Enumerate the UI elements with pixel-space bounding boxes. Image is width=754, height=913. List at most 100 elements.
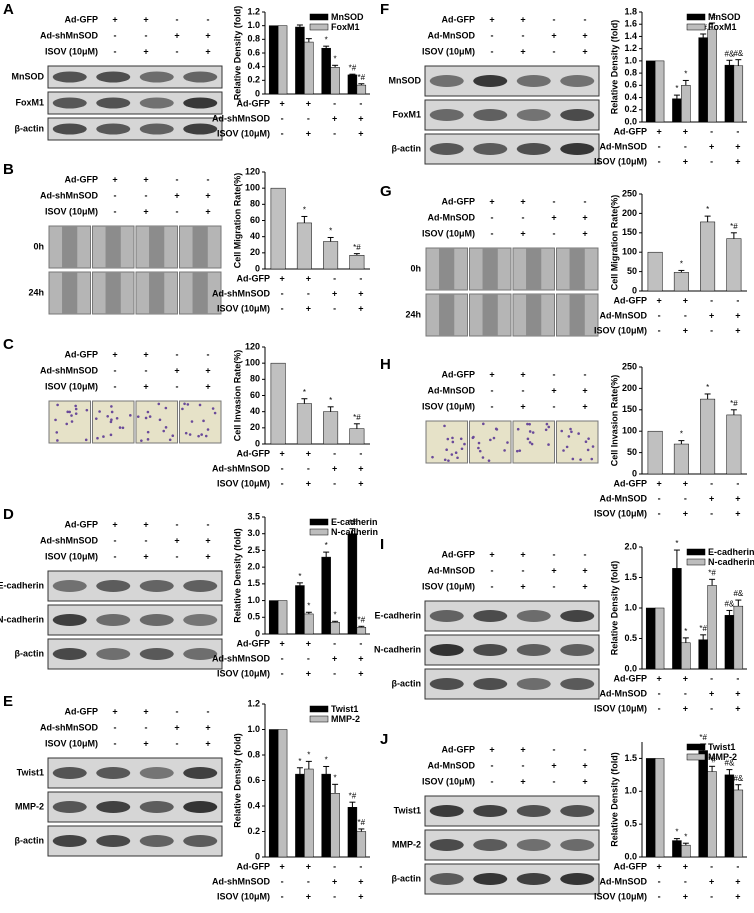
image-row-label: β-actin bbox=[15, 648, 45, 658]
bar bbox=[681, 642, 691, 670]
bar bbox=[349, 255, 365, 270]
treatment-sign: - bbox=[114, 738, 117, 748]
cell-dot bbox=[206, 428, 210, 431]
treatment-sign: + bbox=[489, 14, 494, 24]
treatment-sign: + bbox=[174, 190, 179, 200]
blot-band bbox=[560, 839, 595, 851]
image-row-label: β-actin bbox=[392, 678, 422, 688]
treatment-sign: - bbox=[736, 861, 739, 871]
cell-dot bbox=[451, 440, 455, 444]
significance-label: *# bbox=[730, 399, 738, 408]
blot-band bbox=[183, 71, 218, 83]
cell-dot bbox=[526, 437, 530, 441]
treatment-sign: - bbox=[710, 891, 713, 901]
significance-label: * bbox=[706, 383, 709, 392]
significance-label: *# bbox=[358, 73, 366, 82]
treatment-label: Ad-MnSOD bbox=[600, 141, 648, 151]
blot-band bbox=[139, 648, 174, 660]
treatment-sign: + bbox=[112, 706, 117, 716]
bar bbox=[295, 26, 305, 95]
significance-label: *# bbox=[699, 624, 707, 633]
cell-dot bbox=[65, 422, 69, 426]
treatment-sign: - bbox=[684, 141, 687, 151]
cell-dot bbox=[487, 459, 491, 462]
micro-image bbox=[469, 420, 512, 464]
cell-dot bbox=[74, 407, 78, 411]
scratch-gap bbox=[439, 294, 455, 336]
legend-swatch bbox=[686, 548, 706, 556]
bar bbox=[733, 65, 744, 123]
treatment-sign: + bbox=[683, 156, 688, 166]
image-row-label: β-actin bbox=[15, 123, 45, 133]
treatment-sign: - bbox=[114, 190, 117, 200]
image-row-label: β-actin bbox=[392, 143, 422, 153]
treatment-sign: - bbox=[710, 325, 713, 335]
treatment-sign: + bbox=[683, 508, 688, 518]
significance-label: *# bbox=[708, 12, 716, 21]
treatment-label: Ad-GFP bbox=[65, 174, 99, 184]
cell-dot bbox=[70, 420, 74, 423]
treatment-label: ISOV (10μM) bbox=[217, 668, 270, 678]
treatment-sign: + bbox=[279, 861, 284, 871]
bar bbox=[321, 556, 331, 635]
legend-label: MnSOD bbox=[708, 12, 741, 22]
legend-label: MMP-2 bbox=[708, 752, 737, 762]
legend-label: E-cadherin bbox=[331, 517, 378, 527]
cell-dot bbox=[74, 412, 78, 415]
bar bbox=[277, 600, 288, 635]
image-row-label: E-cadherin bbox=[374, 610, 421, 620]
y-tick-label: 60 bbox=[250, 215, 260, 225]
bar bbox=[698, 37, 708, 123]
treatment-sign: + bbox=[520, 14, 525, 24]
treatment-sign: - bbox=[307, 288, 310, 298]
y-tick-label: 1.0 bbox=[247, 20, 260, 30]
treatment-sign: + bbox=[205, 551, 210, 561]
cell-dot bbox=[96, 436, 99, 440]
treatment-sign: + bbox=[582, 228, 587, 238]
y-tick-label: 0.2 bbox=[247, 75, 260, 85]
cell-dot bbox=[518, 449, 522, 452]
y-tick-label: 0 bbox=[255, 263, 260, 273]
blot-band bbox=[429, 873, 464, 885]
y-tick-label: 1.0 bbox=[247, 595, 260, 605]
treatment-sign: - bbox=[114, 206, 117, 216]
significance-label: * bbox=[329, 396, 332, 405]
y-tick-label: 0.5 bbox=[247, 612, 260, 622]
cell-dot bbox=[463, 442, 466, 446]
blot-band bbox=[139, 580, 174, 592]
significance-label: *# bbox=[708, 568, 716, 577]
cell-dot bbox=[211, 407, 215, 410]
significance-label: * bbox=[684, 70, 687, 79]
y-tick-label: 1.8 bbox=[624, 6, 637, 16]
image-row-label: MnSOD bbox=[12, 71, 45, 81]
treatment-label: ISOV (10μM) bbox=[217, 128, 270, 138]
treatment-sign: - bbox=[658, 310, 661, 320]
y-axis-label: Relative Density (fold) bbox=[232, 528, 242, 623]
legend-swatch bbox=[309, 705, 329, 713]
bar bbox=[347, 533, 358, 635]
treatment-sign: - bbox=[684, 688, 687, 698]
bar bbox=[295, 585, 305, 635]
cell-dot bbox=[495, 428, 499, 431]
significance-label: *# bbox=[349, 63, 357, 72]
bar bbox=[647, 251, 663, 292]
cell-dot bbox=[591, 445, 595, 448]
cell-dot bbox=[528, 422, 531, 426]
treatment-label: Ad-GFP bbox=[442, 549, 476, 559]
treatment-sign: - bbox=[333, 478, 336, 488]
micro-image bbox=[48, 400, 91, 444]
bar bbox=[321, 47, 331, 95]
treatment-sign: + bbox=[489, 196, 494, 206]
treatment-label: Ad-MnSOD bbox=[600, 876, 648, 886]
cell-dot bbox=[506, 441, 509, 444]
blot-band bbox=[52, 767, 87, 779]
blot-band bbox=[473, 839, 508, 851]
treatment-sign: + bbox=[489, 549, 494, 559]
treatment-sign: - bbox=[114, 535, 117, 545]
treatment-label: Ad-GFP bbox=[614, 861, 648, 871]
cell-dot bbox=[451, 436, 454, 440]
cell-dot bbox=[481, 456, 485, 459]
treatment-sign: + bbox=[112, 174, 117, 184]
y-axis-label: Cell Migration Rate(%) bbox=[609, 195, 619, 291]
bar bbox=[296, 403, 312, 445]
